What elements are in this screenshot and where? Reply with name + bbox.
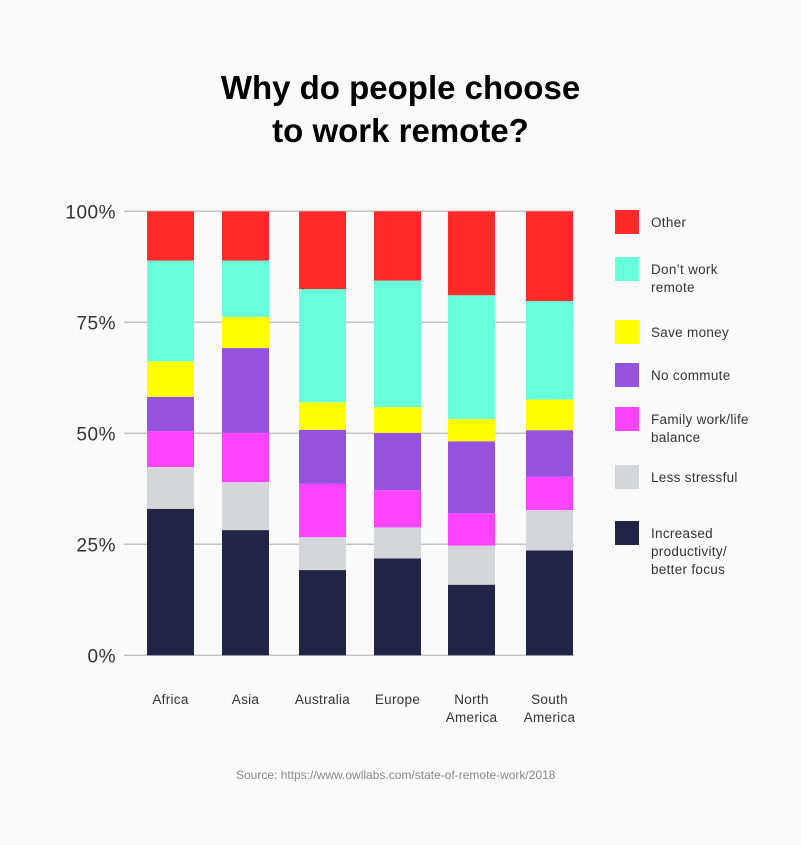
bar-segment: [448, 545, 495, 585]
bar-segment: [448, 441, 495, 514]
bar-segment: [222, 348, 269, 433]
bar-segment: [448, 211, 495, 296]
bar-segment: [526, 300, 573, 400]
bar-segment: [448, 419, 495, 442]
bar-segment: [448, 584, 495, 656]
legend-swatch: [615, 465, 639, 489]
y-tick-label: 0%: [88, 646, 116, 667]
bar-segment: [299, 289, 346, 403]
legend-label-line: Family work/life: [651, 412, 749, 427]
legend-label-line: Don’t work: [651, 262, 718, 277]
bar-segment: [222, 316, 269, 349]
bar-segment: [147, 508, 194, 656]
bar-segment: [448, 295, 495, 420]
bar-segment: [299, 537, 346, 571]
legend-label: Other: [651, 214, 686, 232]
bar-segment: [374, 527, 421, 559]
bar-segment: [299, 429, 346, 484]
legend-label-line: balance: [651, 430, 701, 445]
legend-label-line: Other: [651, 215, 687, 230]
legend-label-line: Save money: [651, 325, 730, 340]
x-tick-label: Asia: [232, 692, 260, 707]
legend-swatch: [615, 407, 639, 431]
bar-segment: [526, 430, 573, 477]
bar-segment: [147, 260, 194, 362]
bar-segment: [147, 396, 194, 432]
x-tick-label: South: [531, 692, 568, 707]
bar-segment: [374, 490, 421, 528]
bar-segment: [374, 558, 421, 656]
x-tick-label: Europe: [375, 692, 420, 707]
bar-segment: [147, 467, 194, 509]
legend-label-line: Increased: [651, 526, 713, 541]
bar-segment: [299, 211, 346, 289]
legend-label-line: better focus: [651, 562, 726, 577]
bar-segment: [526, 211, 573, 301]
legend-label: No commute: [651, 367, 731, 385]
bar-segment: [222, 432, 269, 483]
chart-title-line-1: Why do people choose: [220, 69, 581, 106]
legend-label-line: productivity/: [651, 544, 727, 559]
source-note: Source: https://www.owllabs.com/state-of…: [236, 768, 556, 782]
legend-label: Family work/life balance: [651, 411, 749, 447]
legend-label: Save money: [651, 324, 729, 342]
bar-segment: [448, 513, 495, 546]
bar-segment: [299, 402, 346, 430]
x-tick-label: Australia: [295, 692, 350, 707]
y-tick-label: 25%: [76, 535, 116, 556]
legend-swatch: [615, 210, 639, 234]
legend-swatch: [615, 257, 639, 281]
bar-segment: [147, 361, 194, 397]
bar-segment: [147, 211, 194, 261]
chart-title-line-2: to work remote?: [272, 112, 529, 149]
legend-swatch: [615, 320, 639, 344]
bar-segment: [526, 550, 573, 656]
legend-label: Don’t work remote: [651, 261, 718, 297]
bar-segment: [222, 260, 269, 317]
bar-segment: [222, 211, 269, 261]
bar-segment: [374, 280, 421, 408]
bar-segment: [222, 482, 269, 531]
bar-segment: [526, 399, 573, 431]
legend-label-line: remote: [651, 280, 695, 295]
x-tick-label: Africa: [152, 692, 188, 707]
legend-swatch: [615, 363, 639, 387]
bar-segment: [374, 407, 421, 433]
legend-label-line: No commute: [651, 368, 731, 383]
bar-segment: [374, 211, 421, 281]
bar-segment: [299, 570, 346, 656]
y-tick-label: 100%: [65, 202, 116, 223]
bar-segment: [147, 431, 194, 468]
bar-segment: [374, 432, 421, 491]
x-tick-label: America: [524, 710, 576, 725]
bar-segment: [526, 476, 573, 511]
x-tick-label: North: [454, 692, 489, 707]
chart-title: Why do people choose to work remote?: [0, 66, 801, 152]
x-tick-label: America: [446, 710, 498, 725]
bar-segment: [526, 510, 573, 551]
bar-segment: [299, 483, 346, 538]
bar-segment: [222, 530, 269, 656]
legend-swatch: [615, 521, 639, 545]
legend-label: Increased productivity/better focus: [651, 525, 727, 579]
legend-label-line: Less stressful: [651, 470, 738, 485]
y-tick-label: 50%: [76, 424, 116, 445]
y-tick-label: 75%: [76, 313, 116, 334]
legend-label: Less stressful: [651, 469, 738, 487]
